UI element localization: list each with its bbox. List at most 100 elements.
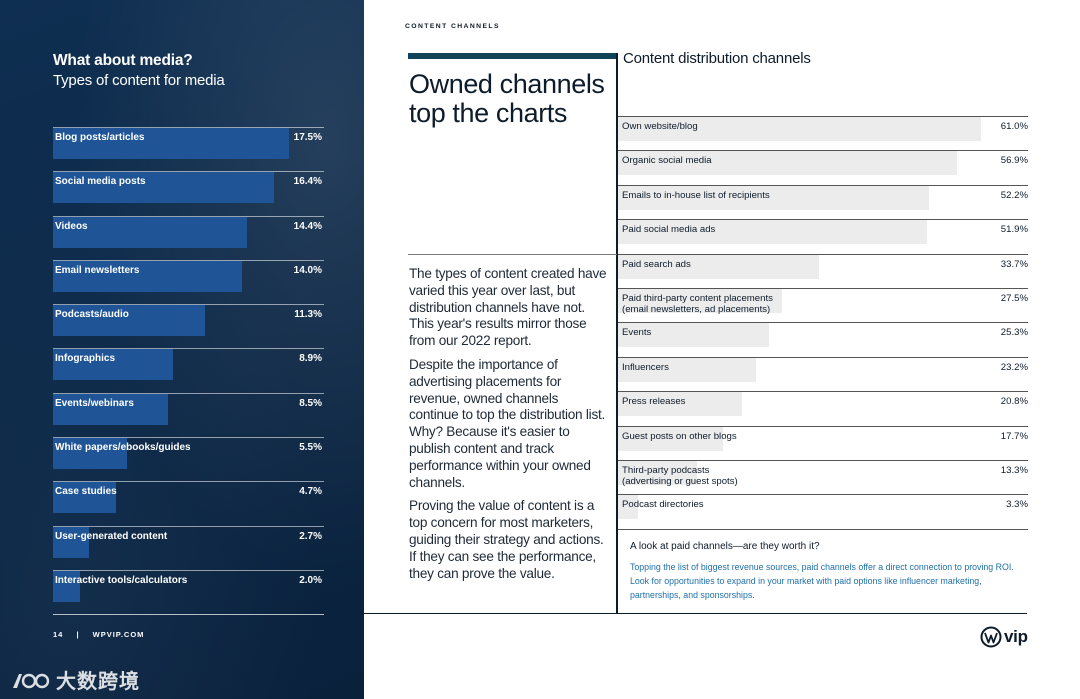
distribution-label-line: Own website/blog <box>622 121 698 132</box>
distribution-bar-value: 3.3% <box>1006 499 1028 511</box>
distribution-bottom-rule <box>618 529 1028 530</box>
distribution-bar-label: Own website/blog <box>622 121 698 133</box>
media-bar-value: 14.0% <box>293 264 322 276</box>
body-paragraph-1: The types of content created have varied… <box>409 266 607 349</box>
media-row: Interactive tools/calculators 2.0% <box>53 569 324 614</box>
distribution-bar <box>618 495 638 520</box>
media-bar <box>53 305 206 337</box>
distribution-label-line: Events <box>622 327 652 339</box>
media-row: Podcasts/audio 11.3% <box>53 304 324 348</box>
body-text: The types of content created have varied… <box>409 266 609 589</box>
distribution-bar-value: 56.9% <box>1000 155 1028 167</box>
media-bar-label: User-generated content <box>55 530 168 542</box>
distribution-row: Paid social media ads 51.9% <box>618 219 1028 253</box>
distribution-label-line: (email newsletters, ad placements) <box>622 304 771 316</box>
distribution-bar <box>618 288 782 313</box>
distribution-bar <box>618 460 698 485</box>
media-bar-label: Social media posts <box>55 176 146 188</box>
distribution-label-line: Paid social media ads <box>622 224 716 236</box>
media-row: User-generated content 2.7% <box>53 525 324 570</box>
distribution-bar-label: Paid third-party content placements (emai… <box>622 293 773 316</box>
media-bar <box>53 438 128 470</box>
distribution-label-line: Third-party podcasts <box>622 464 710 476</box>
media-bar-label: Infographics <box>55 353 116 365</box>
media-bar-value: 4.7% <box>299 486 322 498</box>
accent-bar <box>408 53 617 59</box>
distribution-bar-value: 23.2% <box>1000 361 1028 373</box>
distribution-bar-label: Emails to in-house list of recipients <box>622 190 770 202</box>
brand-logo[interactable]: vip <box>980 626 1028 648</box>
distribution-bar-label: Guest posts on other blogs <box>622 431 737 443</box>
distribution-bar <box>618 220 927 245</box>
media-bar-value: 2.7% <box>299 530 322 542</box>
headline-rule <box>408 254 617 255</box>
footer-separator: | <box>76 630 80 639</box>
media-bar-label: White papers/ebooks/guides <box>55 442 191 454</box>
distribution-row: Own website/blog 61.0% <box>618 116 1028 150</box>
media-bar-label: Interactive tools/calculators <box>55 574 188 586</box>
media-bar-label: Podcasts/audio <box>55 309 129 321</box>
watermark-logo-icon <box>13 673 50 688</box>
distribution-bar-label: Paid social media ads <box>622 224 715 236</box>
distribution-bar <box>618 254 819 279</box>
distribution-label-line: Guest posts on other blogs <box>622 430 737 442</box>
distribution-bar <box>618 323 769 348</box>
media-bar <box>53 482 117 514</box>
media-bar <box>53 216 248 248</box>
distribution-row: Organic social media 56.9% <box>618 150 1028 184</box>
distribution-bar <box>618 357 757 382</box>
media-bar-label: Videos <box>55 220 88 232</box>
watermark-text: 大数跨境 <box>56 671 140 693</box>
watermark: 大数跨境 <box>10 665 140 694</box>
media-subtitle: Types of content for media <box>53 72 225 89</box>
distribution-bar-label: Third-party podcasts (advertising or gues… <box>622 465 738 488</box>
media-bar-value: 8.5% <box>299 397 322 409</box>
distribution-bar-value: 17.7% <box>1000 430 1028 442</box>
media-bar-list: Blog posts/articles 17.5% Social media pos… <box>53 127 324 614</box>
media-bar <box>53 349 174 381</box>
media-bar-value: 5.5% <box>299 442 322 454</box>
distribution-label-line: Podcast directories <box>622 499 704 511</box>
distribution-row: Paid third-party content placements (emai… <box>618 287 1028 322</box>
paid-channels-note-title: A look at paid channels—are they worth i… <box>630 541 820 552</box>
distribution-bar <box>618 185 929 210</box>
media-bar-value: 2.0% <box>299 574 322 586</box>
distribution-row: Guest posts on other blogs 17.7% <box>618 425 1028 460</box>
media-bar-value: 14.4% <box>293 220 322 232</box>
distribution-label-line: Influencers <box>622 361 669 373</box>
distribution-label-line: Emails to in-house list of recipients <box>622 189 770 201</box>
media-bar-value: 8.9% <box>299 353 322 365</box>
distribution-bar-label: Events <box>622 327 651 339</box>
media-bar-label: Case studies <box>55 486 117 498</box>
body-paragraph-3: Proving the value of content is a top co… <box>409 498 604 581</box>
distribution-bar-value: 25.3% <box>1000 327 1028 339</box>
distribution-row: Press releases 20.8% <box>618 391 1028 425</box>
distribution-label-line: Organic social media <box>622 155 712 167</box>
distribution-label-line: (advertising or guest spots) <box>622 476 738 488</box>
media-bar-value: 16.4% <box>293 176 322 188</box>
media-row: Events/webinars 8.5% <box>53 392 324 437</box>
distribution-bar-label: Paid search ads <box>622 259 691 271</box>
media-list-bottom-rule <box>53 614 324 615</box>
media-bar <box>53 172 275 204</box>
distribution-bar-label: Organic social media <box>622 155 712 167</box>
page-footer: 14 | WPVIP.COM <box>53 630 154 639</box>
media-title: What about media? <box>53 52 193 69</box>
distribution-row: Podcast directories 3.3% <box>618 494 1028 528</box>
media-bar <box>53 393 168 425</box>
media-row: Case studies 4.7% <box>53 481 324 525</box>
media-row: White papers/ebooks/guides 5.5% <box>53 437 324 481</box>
media-bar-value: 11.3% <box>294 309 322 321</box>
distribution-bar-list: Own website/blog 61.0% Organic social medi… <box>618 116 1028 529</box>
footer-site[interactable]: WPVIP.COM <box>92 630 145 639</box>
distribution-row: Influencers 23.2% <box>618 356 1028 391</box>
media-bar <box>53 570 80 602</box>
distribution-label-line: Press releases <box>622 396 686 408</box>
paid-channels-note-body: Topping the list of biggest revenue sour… <box>630 562 1014 600</box>
media-row: Email newsletters 14.0% <box>53 259 324 304</box>
page-number: 14 <box>53 630 64 639</box>
column-divider <box>616 53 618 614</box>
body-paragraph-2: Despite the importance of advertising pl… <box>409 356 606 490</box>
distribution-bar-value: 27.5% <box>1000 292 1028 304</box>
distribution-bar <box>618 117 981 141</box>
